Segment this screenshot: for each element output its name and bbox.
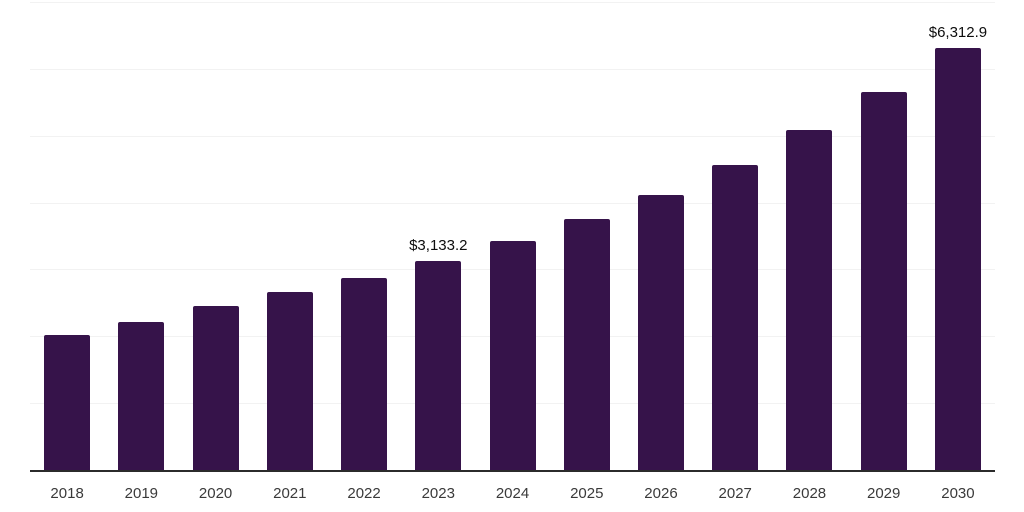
gridline-5000 (30, 135, 995, 137)
bar-2023 (415, 260, 462, 470)
bar-2024 (489, 241, 536, 470)
bar-slot-2023: $3,133.2 (401, 2, 475, 470)
bar-slot-2028 (772, 2, 846, 470)
bar-2019 (118, 322, 165, 470)
bar-slot-2027 (698, 2, 772, 470)
bar-2026 (637, 194, 684, 470)
bar-slot-2022 (327, 2, 401, 470)
bar-slot-2021 (253, 2, 327, 470)
bar-2027 (712, 165, 759, 470)
bar-slot-2026 (624, 2, 698, 470)
x-tick-2018: 2018 (50, 485, 84, 502)
bar-2020 (192, 306, 239, 470)
bar-2029 (860, 91, 907, 470)
x-tick-2019: 2019 (124, 485, 159, 502)
data-label-2023: $3,133.2 (409, 236, 468, 254)
bar-slot-2020 (178, 2, 252, 470)
bar-slot-2029 (847, 2, 921, 470)
bar-slot-2019 (104, 2, 178, 470)
data-label-2030: $6,312.9 (928, 23, 988, 41)
bar-slot-2024 (475, 2, 549, 470)
x-tick-2022: 2022 (347, 485, 381, 502)
bar-slot-2030: $6,312.9 (921, 2, 995, 470)
x-tick-2023: 2023 (421, 485, 455, 502)
bars-container: $3,133.2 $6,312.9 (30, 2, 995, 470)
x-tick-2026: 2026 (644, 485, 678, 502)
bar-2018 (44, 335, 91, 470)
x-tick-2027: 2027 (718, 485, 752, 502)
bar-slot-2018 (30, 2, 104, 470)
x-axis: 2018 2019 2020 2021 2022 2023 2024 2025 2026 2027… (30, 472, 995, 502)
x-tick-2030: 2030 (941, 485, 975, 502)
x-tick-2025: 2025 (570, 485, 604, 502)
x-tick-2021: 2021 (273, 485, 307, 502)
x-tick-2029: 2029 (867, 485, 901, 502)
bar-2028 (786, 130, 833, 470)
bar-2022 (341, 278, 388, 470)
bar-2021 (266, 292, 313, 470)
gridline-7000 (30, 2, 995, 3)
bar-2030 (934, 47, 981, 470)
bar-2025 (563, 219, 610, 470)
x-tick-2024: 2024 (495, 485, 530, 502)
x-tick-2028: 2028 (792, 485, 827, 502)
x-tick-2020: 2020 (198, 485, 233, 502)
gridline-6000 (30, 68, 995, 70)
plot-area: $3,133.2 $6,312.9 (30, 2, 995, 472)
gridline-4000 (30, 202, 995, 204)
bar-slot-2025 (550, 2, 624, 470)
